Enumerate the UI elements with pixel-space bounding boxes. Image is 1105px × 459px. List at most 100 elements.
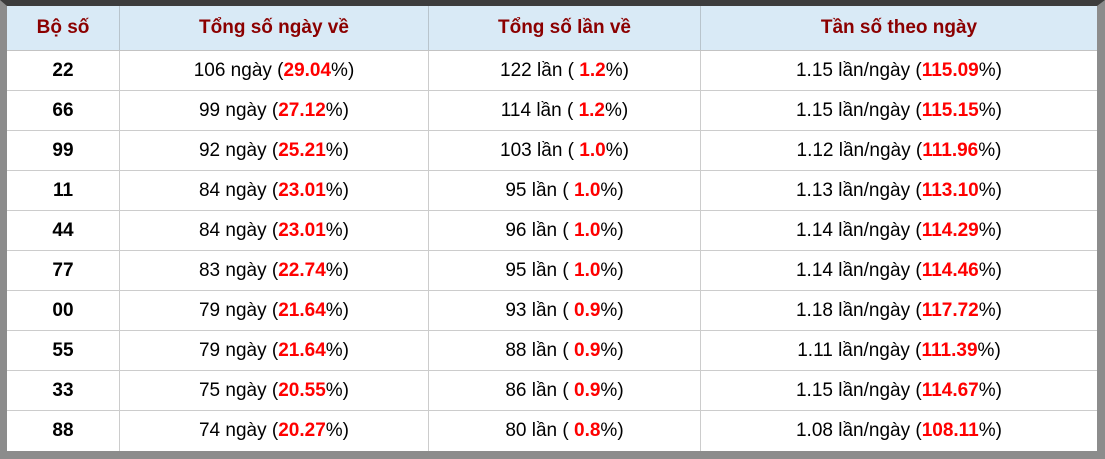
times-cell-suffix: %) [600, 299, 624, 321]
table-row: 77 83 ngày (22.74%) 95 lần ( 1.0%) 1.14 lần… [7, 251, 1097, 291]
times-cell: 80 lần ( 0.8%) [428, 411, 700, 451]
days-cell-text: 84 ngày ( [198, 219, 279, 241]
days-cell: 74 ngày (20.27%) [119, 411, 428, 451]
table-row: 00 79 ngày (21.64%) 93 lần ( 0.9%) 1.18 lần… [7, 291, 1097, 331]
days-cell-suffix: %) [325, 179, 349, 201]
table-header-row: Bộ số Tổng số ngày về Tổng số lần về Tần… [7, 6, 1097, 51]
times-cell-percent: 0.9 [574, 299, 601, 321]
frequency-cell-suffix: %) [977, 339, 1001, 361]
frequency-cell-text: 1.08 lần/ngày ( [795, 420, 922, 441]
frequency-cell-suffix: %) [978, 139, 1002, 161]
frequency-cell-percent: 111.96 [922, 139, 979, 161]
days-cell-text: 92 ngày ( [198, 139, 279, 161]
days-cell: 79 ngày (21.64%) [119, 331, 428, 370]
times-cell-percent: 0.8 [574, 420, 601, 441]
frequency-cell: 1.08 lần/ngày (108.11%) [700, 411, 1097, 451]
days-cell-suffix: %) [325, 99, 349, 121]
days-cell-text: 99 ngày ( [198, 99, 279, 121]
pair-cell: 55 [52, 339, 74, 361]
days-cell-text: 79 ngày ( [198, 299, 279, 321]
days-cell-suffix: %) [325, 379, 349, 401]
times-cell-suffix: %) [605, 99, 629, 121]
times-cell: 88 lần ( 0.9%) [428, 331, 700, 370]
days-cell: 79 ngày (21.64%) [119, 291, 428, 330]
frequency-cell-suffix: %) [978, 420, 1002, 441]
table-row: 22 106 ngày (29.04%) 122 lần ( 1.2%) 1.15 l… [7, 51, 1097, 91]
days-cell-percent: 27.12 [278, 99, 326, 121]
table-row: 55 79 ngày (21.64%) 88 lần ( 0.9%) 1.11 lần… [7, 331, 1097, 371]
times-cell: 95 lần ( 1.0%) [428, 251, 700, 290]
header-times: Tổng số lần về [428, 6, 700, 50]
frequency-cell-percent: 117.72 [921, 299, 979, 321]
frequency-cell: 1.11 lần/ngày (111.39%) [700, 331, 1097, 370]
pair-cell: 99 [52, 139, 74, 161]
frequency-cell-percent: 114.67 [921, 379, 979, 401]
frequency-cell-percent: 114.46 [921, 259, 979, 281]
frequency-cell-percent: 113.10 [921, 179, 979, 201]
pair-cell: 44 [52, 219, 74, 241]
frequency-cell-text: 1.13 lần/ngày ( [795, 179, 922, 201]
times-cell-text: 114 lần ( [500, 99, 579, 121]
frequency-cell: 1.13 lần/ngày (113.10%) [700, 171, 1097, 210]
frequency-cell-suffix: %) [978, 259, 1002, 281]
frequency-cell-percent: 108.11 [921, 420, 979, 441]
pair-cell: 88 [52, 420, 74, 441]
times-cell: 96 lần ( 1.0%) [428, 211, 700, 250]
times-cell-text: 80 lần ( [505, 420, 574, 441]
days-cell-percent: 21.64 [278, 339, 326, 361]
frequency-cell: 1.15 lần/ngày (115.15%) [700, 91, 1097, 130]
days-cell: 84 ngày (23.01%) [119, 171, 428, 210]
times-cell-text: 122 lần ( [500, 59, 580, 81]
header-frequency: Tần số theo ngày [700, 6, 1097, 50]
days-cell-percent: 21.64 [278, 299, 326, 321]
times-cell: 93 lần ( 0.9%) [428, 291, 700, 330]
times-cell-text: 96 lần ( [505, 219, 574, 241]
times-cell-percent: 1.2 [578, 99, 605, 121]
frequency-cell-percent: 111.39 [921, 339, 978, 361]
frequency-cell-text: 1.11 lần/ngày ( [797, 339, 922, 361]
days-cell-suffix: %) [325, 259, 349, 281]
days-cell: 106 ngày (29.04%) [119, 51, 428, 90]
pair-cell: 33 [52, 379, 74, 401]
frequency-cell-text: 1.14 lần/ngày ( [795, 219, 922, 241]
frequency-cell-suffix: %) [978, 59, 1002, 81]
days-cell-text: 74 ngày ( [198, 420, 279, 441]
table-row: 44 84 ngày (23.01%) 96 lần ( 1.0%) 1.14 lần… [7, 211, 1097, 251]
frequency-cell: 1.14 lần/ngày (114.46%) [700, 251, 1097, 290]
frequency-cell: 1.14 lần/ngày (114.29%) [700, 211, 1097, 250]
table-row: 33 75 ngày (20.55%) 86 lần ( 0.9%) 1.15 lần… [7, 371, 1097, 411]
frequency-cell: 1.15 lần/ngày (114.67%) [700, 371, 1097, 410]
pair-cell: 77 [52, 259, 74, 281]
days-cell-text: 83 ngày ( [198, 259, 279, 281]
frequency-cell: 1.18 lần/ngày (117.72%) [700, 291, 1097, 330]
pair-cell: 11 [52, 179, 74, 201]
days-cell-suffix: %) [325, 299, 349, 321]
times-cell-text: 95 lần ( [505, 259, 574, 281]
frequency-cell-percent: 115.15 [921, 99, 979, 121]
times-cell-text: 86 lần ( [505, 379, 574, 401]
times-cell: 86 lần ( 0.9%) [428, 371, 700, 410]
days-cell-percent: 23.01 [278, 219, 326, 241]
days-cell-suffix: %) [325, 420, 349, 441]
pair-cell: 66 [52, 99, 74, 121]
days-cell-percent: 20.27 [278, 420, 326, 441]
pair-cell: 00 [52, 299, 74, 321]
times-cell: 122 lần ( 1.2%) [428, 51, 700, 90]
times-cell-percent: 0.9 [574, 379, 601, 401]
header-days: Tổng số ngày về [119, 6, 428, 50]
times-cell-suffix: %) [600, 379, 624, 401]
frequency-cell-text: 1.15 lần/ngày ( [795, 59, 922, 81]
days-cell-suffix: %) [325, 139, 349, 161]
table-body: 22 106 ngày (29.04%) 122 lần ( 1.2%) 1.15 l… [7, 51, 1097, 451]
times-cell-text: 88 lần ( [505, 339, 574, 361]
times-cell: 103 lần ( 1.0%) [428, 131, 700, 170]
days-cell: 75 ngày (20.55%) [119, 371, 428, 410]
times-cell-suffix: %) [600, 259, 624, 281]
frequency-cell: 1.12 lần/ngày (111.96%) [700, 131, 1097, 170]
days-cell: 99 ngày (27.12%) [119, 91, 428, 130]
times-cell-suffix: %) [600, 420, 624, 441]
frequency-cell-text: 1.14 lần/ngày ( [795, 259, 922, 281]
days-cell-percent: 29.04 [283, 59, 332, 81]
frequency-cell-percent: 115.09 [921, 59, 979, 81]
